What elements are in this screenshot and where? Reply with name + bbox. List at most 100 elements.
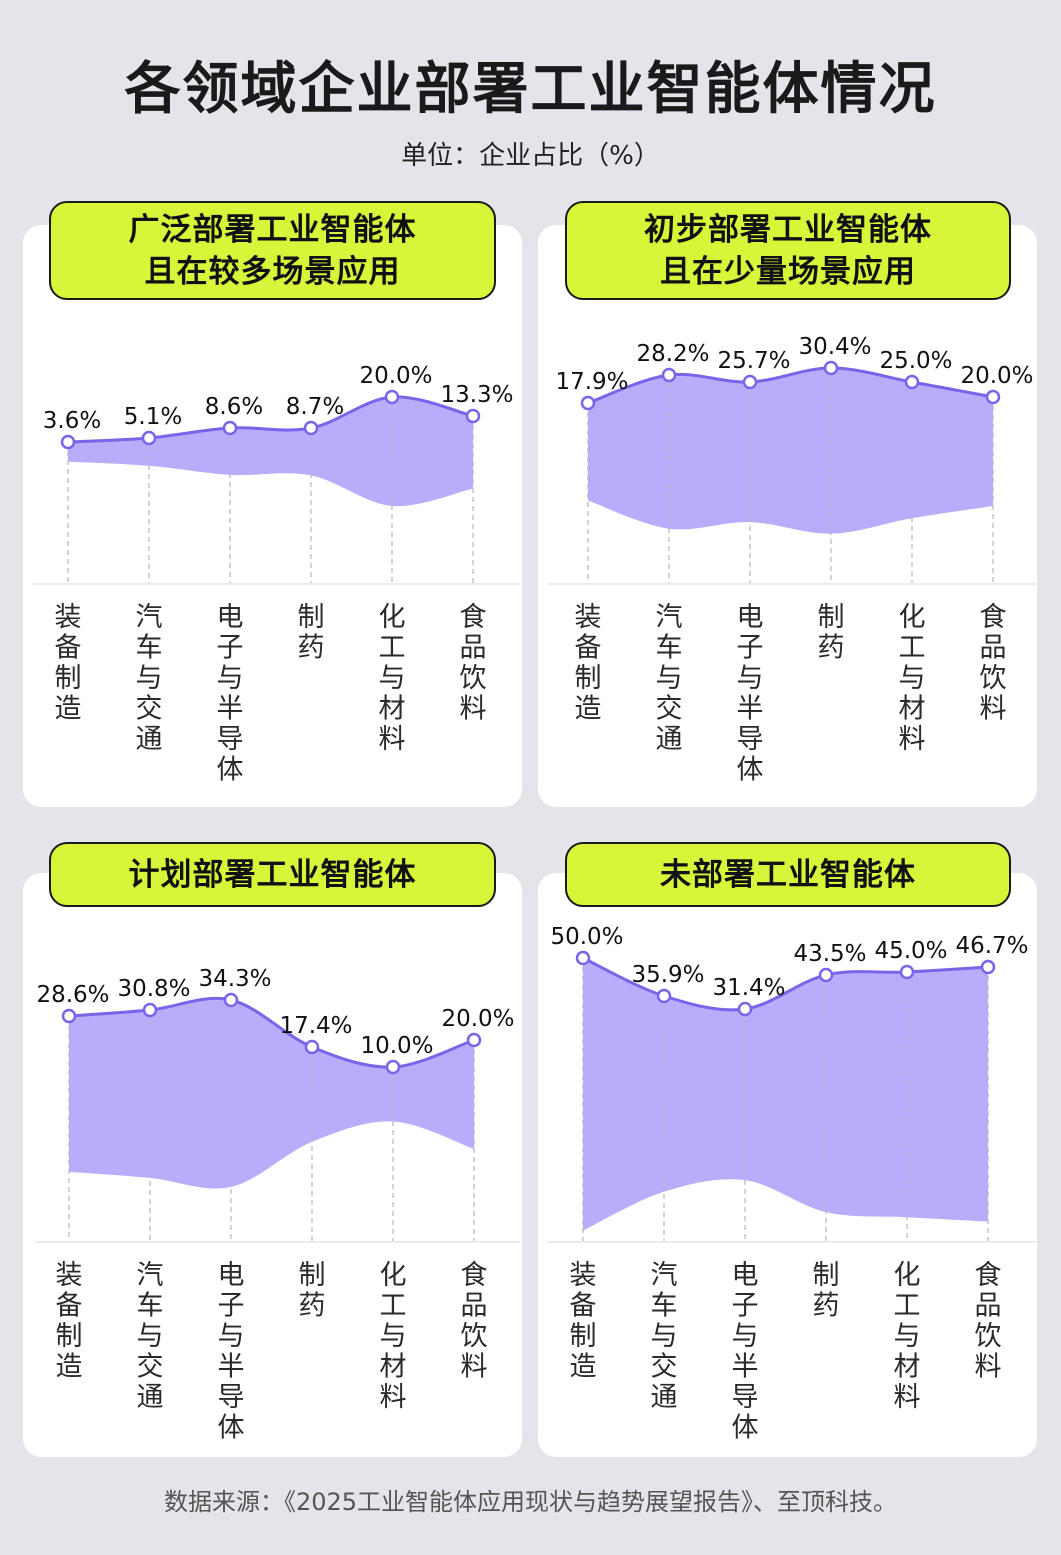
category-label: 车 — [651, 1291, 678, 1322]
data-label: 28.6% — [36, 982, 109, 1008]
area-band — [69, 998, 474, 1189]
data-label: 17.9% — [555, 369, 628, 395]
area-band — [583, 958, 988, 1231]
data-label: 31.4% — [712, 975, 785, 1001]
category-label: 料 — [899, 724, 926, 755]
category-label: 食 — [460, 602, 487, 633]
data-label: 28.2% — [636, 341, 709, 367]
category-label: 制 — [55, 663, 82, 694]
category-label: 制 — [56, 1321, 83, 1352]
category-label: 制 — [575, 663, 602, 694]
category-label: 导 — [737, 724, 764, 755]
panel-title-line1: 未部署工业智能体 — [660, 856, 916, 893]
data-point — [466, 1032, 482, 1048]
panel-title-line1: 广泛部署工业智能体 — [128, 211, 417, 248]
category-label: 体 — [217, 755, 244, 786]
data-label: 25.7% — [717, 348, 790, 374]
category-label: 导 — [217, 724, 244, 755]
category-label: 装 — [575, 602, 602, 633]
panel-title-line1: 计划部署工业智能体 — [128, 856, 417, 893]
data-point — [661, 367, 677, 383]
category-label: 半 — [218, 1352, 245, 1383]
data-point — [818, 967, 834, 983]
data-label: 5.1% — [124, 404, 182, 430]
category-label: 饮 — [460, 663, 487, 694]
category-label: 与 — [137, 1321, 164, 1352]
page-title: 各领域企业部署工业智能体情况 — [124, 57, 937, 122]
data-point — [980, 959, 996, 975]
data-label: 20.0% — [960, 363, 1033, 389]
panel-title-line2: 且在较多场景应用 — [144, 253, 401, 290]
category-label: 材 — [379, 694, 406, 725]
category-label: 与 — [894, 1321, 921, 1352]
category-label: 通 — [656, 724, 683, 755]
data-label: 25.0% — [879, 348, 952, 374]
data-label: 8.6% — [205, 394, 263, 420]
category-label: 与 — [217, 663, 244, 694]
data-label: 35.9% — [631, 962, 704, 988]
chart-panel-2: 28.6% 30.8% 34.3%17.4%10.0%20.0%装备制造汽车与交通电… — [36, 966, 520, 1444]
panel-title-none: 未部署工业智能体 — [565, 842, 1011, 907]
category-label: 子 — [732, 1291, 759, 1322]
category-label: 体 — [737, 755, 764, 786]
data-label: 3.6% — [43, 408, 101, 434]
data-label: 20.0% — [441, 1006, 514, 1032]
data-point — [575, 950, 591, 966]
category-label: 材 — [380, 1352, 407, 1383]
area-band — [588, 368, 993, 534]
data-point — [985, 389, 1001, 405]
category-label: 通 — [137, 1382, 164, 1413]
category-label: 化 — [894, 1260, 921, 1291]
category-label: 车 — [136, 633, 163, 664]
category-label: 备 — [570, 1291, 597, 1322]
category-label: 工 — [894, 1291, 921, 1322]
chart-panel-1: 17.9%28.2% 25.7%30.4%25.0%20.0%装备制造汽车与交通电… — [548, 334, 1037, 786]
category-label: 交 — [651, 1352, 678, 1383]
category-label: 食 — [980, 602, 1007, 633]
category-label: 品 — [980, 633, 1007, 664]
series-line — [68, 996, 475, 1069]
data-point — [580, 395, 596, 411]
chart-panel-3: 50.0%35.9% 31.4%43.5% 45.0% 46.7%装备制造汽车与交通电… — [548, 924, 1037, 1444]
data-point — [899, 964, 915, 980]
category-label: 半 — [217, 694, 244, 725]
category-label: 体 — [218, 1413, 245, 1444]
category-label: 半 — [732, 1352, 759, 1383]
series-line — [582, 956, 989, 1012]
category-label: 工 — [379, 633, 406, 664]
data-label: 46.7% — [955, 933, 1028, 959]
series-line — [587, 366, 994, 405]
data-label: 45.0% — [874, 938, 947, 964]
data-point — [656, 988, 672, 1004]
category-label: 与 — [899, 663, 926, 694]
category-label: 与 — [732, 1321, 759, 1352]
category-label: 制 — [298, 602, 325, 633]
category-label: 料 — [975, 1352, 1002, 1383]
category-label: 交 — [656, 694, 683, 725]
category-label: 车 — [656, 633, 683, 664]
category-label: 食 — [975, 1260, 1002, 1291]
panel-card-broad — [23, 225, 522, 807]
data-label: 17.4% — [279, 1013, 352, 1039]
category-label: 工 — [380, 1291, 407, 1322]
category-label: 交 — [136, 694, 163, 725]
data-point — [60, 434, 76, 450]
category-label: 品 — [461, 1291, 488, 1322]
data-point — [737, 1001, 753, 1017]
category-label: 造 — [55, 694, 82, 725]
unit-subtitle: 单位：企业占比（%） — [401, 141, 660, 171]
category-label: 子 — [217, 633, 244, 664]
category-label: 饮 — [975, 1321, 1002, 1352]
data-label: 43.5% — [793, 941, 866, 967]
panel-title-line2: 且在少量场景应用 — [660, 253, 916, 290]
panel-title-planned: 计划部署工业智能体 — [49, 842, 496, 907]
category-label: 食 — [461, 1260, 488, 1291]
category-label: 备 — [575, 633, 602, 664]
data-point — [904, 374, 920, 390]
category-label: 导 — [732, 1382, 759, 1413]
category-label: 料 — [461, 1352, 488, 1383]
category-label: 子 — [737, 633, 764, 664]
category-label: 电 — [732, 1260, 759, 1291]
category-label: 制 — [813, 1260, 840, 1291]
